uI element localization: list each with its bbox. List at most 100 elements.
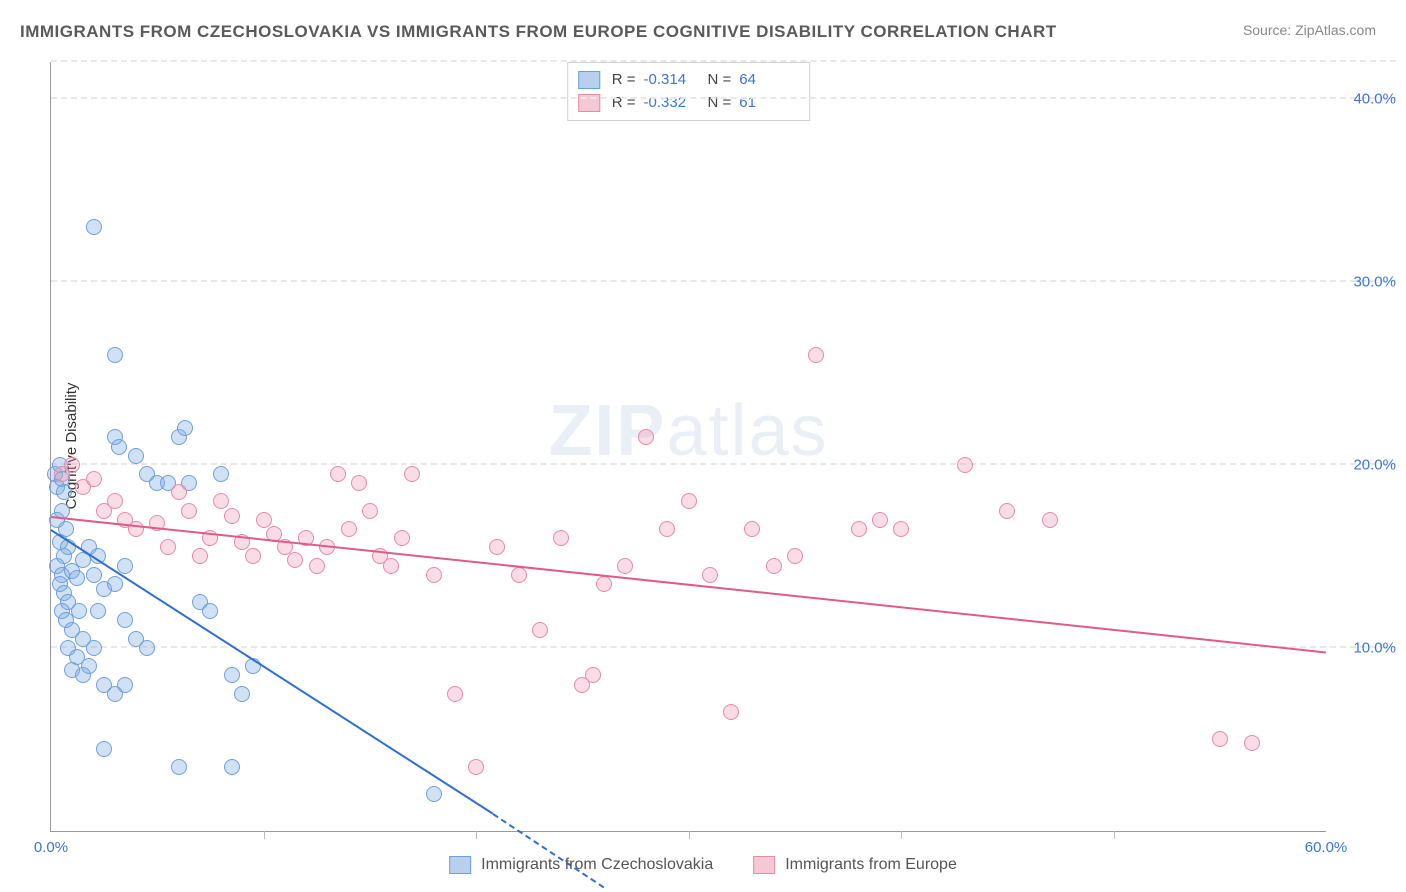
r-label: R = xyxy=(612,69,636,92)
data-point xyxy=(585,667,601,683)
x-tick xyxy=(1114,831,1115,839)
data-point xyxy=(330,466,346,482)
gridline xyxy=(51,280,1396,282)
legend-item-blue: Immigrants from Czechoslovakia xyxy=(449,856,713,874)
data-point xyxy=(224,759,240,775)
data-point xyxy=(394,530,410,546)
legend-label-pink: Immigrants from Europe xyxy=(785,856,957,874)
data-point xyxy=(309,558,325,574)
data-point xyxy=(489,539,505,555)
series-legend: Immigrants from Czechoslovakia Immigrant… xyxy=(449,856,957,874)
data-point xyxy=(202,603,218,619)
data-point xyxy=(702,567,718,583)
legend-label-blue: Immigrants from Czechoslovakia xyxy=(481,856,713,874)
data-point xyxy=(90,603,106,619)
data-point xyxy=(56,484,72,500)
data-point xyxy=(96,741,112,757)
data-point xyxy=(511,567,527,583)
data-point xyxy=(192,548,208,564)
data-point xyxy=(107,429,123,445)
data-point xyxy=(468,759,484,775)
data-point xyxy=(1244,735,1260,751)
x-tick-label: 0.0% xyxy=(34,839,68,856)
data-point xyxy=(160,539,176,555)
data-point xyxy=(999,503,1015,519)
data-point xyxy=(256,512,272,528)
data-point xyxy=(86,471,102,487)
chart-title: IMMIGRANTS FROM CZECHOSLOVAKIA VS IMMIGR… xyxy=(20,22,1057,42)
data-point xyxy=(447,686,463,702)
gridline xyxy=(51,97,1396,99)
data-point xyxy=(245,548,261,564)
data-point xyxy=(638,429,654,445)
data-point xyxy=(426,786,442,802)
n-label: N = xyxy=(708,92,732,115)
r-value-blue: -0.314 xyxy=(644,69,696,92)
data-point xyxy=(766,558,782,574)
data-point xyxy=(787,548,803,564)
data-point xyxy=(234,686,250,702)
data-point xyxy=(362,503,378,519)
x-tick xyxy=(264,831,265,839)
x-tick xyxy=(476,831,477,839)
data-point xyxy=(213,466,229,482)
data-point xyxy=(86,219,102,235)
data-point xyxy=(128,448,144,464)
y-tick-label: 10.0% xyxy=(1336,639,1396,656)
n-value-pink: 61 xyxy=(739,92,791,115)
legend-swatch-blue xyxy=(449,856,471,874)
data-point xyxy=(383,558,399,574)
legend-swatch-pink xyxy=(753,856,775,874)
x-tick xyxy=(901,831,902,839)
n-value-blue: 64 xyxy=(739,69,791,92)
trend-line xyxy=(492,813,604,888)
data-point xyxy=(86,640,102,656)
data-point xyxy=(117,612,133,628)
data-point xyxy=(181,503,197,519)
correlation-legend: R = -0.314 N = 64 R = -0.332 N = 61 xyxy=(567,62,811,121)
data-point xyxy=(177,420,193,436)
data-point xyxy=(617,558,633,574)
data-point xyxy=(596,576,612,592)
data-point xyxy=(553,530,569,546)
data-point xyxy=(139,640,155,656)
gridline xyxy=(51,646,1396,648)
x-tick xyxy=(689,831,690,839)
r-label: R = xyxy=(612,92,636,115)
legend-swatch-blue xyxy=(578,71,600,89)
source-label: Source: xyxy=(1243,22,1291,38)
data-point xyxy=(744,521,760,537)
n-label: N = xyxy=(708,69,732,92)
data-point xyxy=(224,508,240,524)
data-point xyxy=(64,457,80,473)
data-point xyxy=(351,475,367,491)
data-point xyxy=(86,567,102,583)
watermark: ZIPatlas xyxy=(548,390,828,472)
data-point xyxy=(1042,512,1058,528)
data-point xyxy=(171,759,187,775)
data-point xyxy=(872,512,888,528)
x-tick-label: 60.0% xyxy=(1305,839,1348,856)
data-point xyxy=(69,570,85,586)
trend-line xyxy=(51,516,1326,653)
data-point xyxy=(107,347,123,363)
gridline xyxy=(51,60,1396,62)
data-point xyxy=(117,558,133,574)
data-point xyxy=(532,622,548,638)
source-credit: Source: ZipAtlas.com xyxy=(1243,22,1376,38)
data-point xyxy=(893,521,909,537)
y-tick-label: 40.0% xyxy=(1336,90,1396,107)
data-point xyxy=(71,603,87,619)
data-point xyxy=(287,552,303,568)
legend-item-pink: Immigrants from Europe xyxy=(753,856,957,874)
source-name: ZipAtlas.com xyxy=(1295,22,1376,38)
data-point xyxy=(404,466,420,482)
data-point xyxy=(224,667,240,683)
data-point xyxy=(171,484,187,500)
data-point xyxy=(128,521,144,537)
data-point xyxy=(1212,731,1228,747)
gridline xyxy=(51,463,1396,465)
data-point xyxy=(723,704,739,720)
data-point xyxy=(81,658,97,674)
data-point xyxy=(341,521,357,537)
